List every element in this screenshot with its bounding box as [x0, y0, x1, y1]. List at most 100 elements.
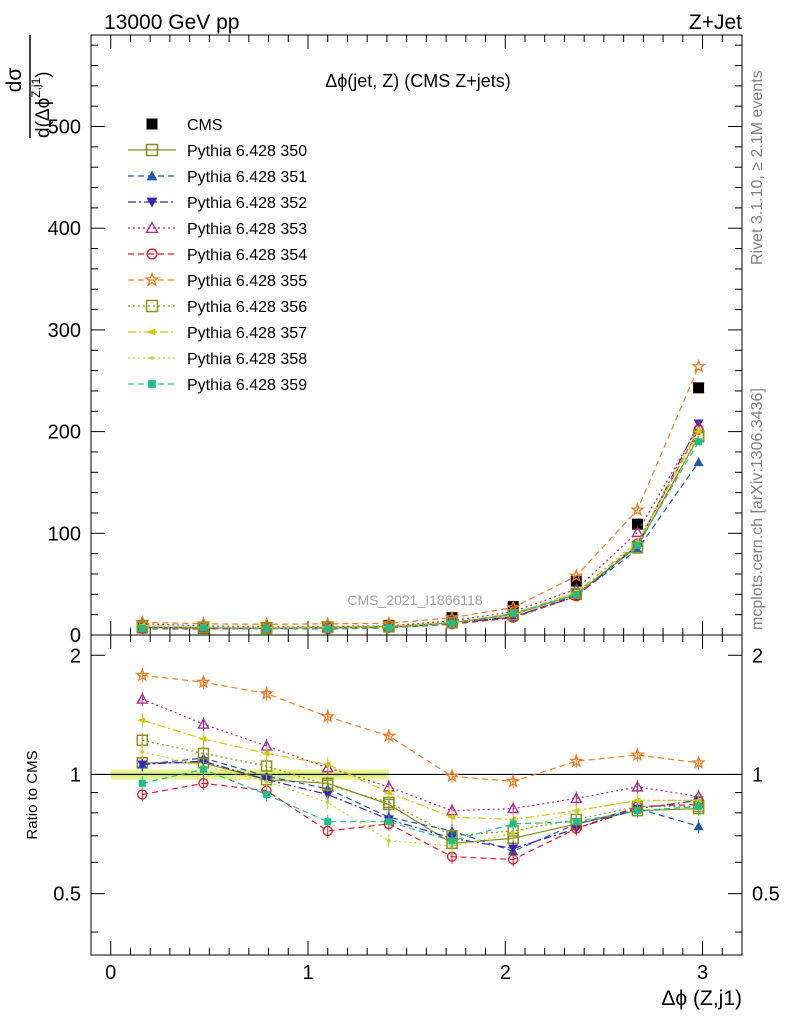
- legend-label: Pythia 6.428 350: [187, 143, 307, 160]
- legend-entry: Pythia 6.428 354: [128, 247, 307, 264]
- ratio-data-point: [197, 717, 210, 729]
- main-y-tick-label: 100: [48, 523, 81, 545]
- legend-marker: [145, 221, 159, 234]
- ylabel-superscript: Z,j1: [29, 77, 43, 97]
- ratio-series-line: [142, 739, 699, 837]
- main-data-point: [693, 419, 704, 429]
- x-tick-label: 3: [697, 962, 708, 984]
- ratio-plot: Ratio to CMS Δϕ (Z,j1) 0.5 0.5 1 1 2 2 0 1 2 3: [24, 634, 780, 1010]
- ratio-data-point: [320, 708, 336, 723]
- ratio-y-tick-label-right: 0.5: [752, 884, 780, 906]
- main-y-tick-label: 0: [70, 625, 81, 647]
- legend-marker: [145, 299, 159, 313]
- main-series-10: [138, 438, 703, 633]
- ratio-data-point: [136, 692, 149, 704]
- main-y-tick-label: 200: [48, 422, 81, 444]
- ratio-data-point: [385, 818, 393, 826]
- main-data-point: [631, 525, 644, 537]
- ratio-data-point: [134, 667, 150, 682]
- ratio-data-point: [324, 818, 332, 826]
- ratio-data-point: [631, 780, 644, 792]
- main-data-point: [448, 619, 456, 627]
- ratio-series-line: [142, 782, 699, 861]
- ratio-data-point: [137, 760, 148, 770]
- ratio-data-point: [196, 674, 211, 689]
- side-mcplots: mcplots.cern.ch [arXiv:1306.3436]: [749, 388, 766, 630]
- header-right: Z+Jet: [689, 11, 742, 34]
- legend-marker: [146, 248, 158, 260]
- main-series-line: [142, 426, 700, 628]
- ratio-data-point: [260, 760, 273, 772]
- legend-marker: [144, 271, 160, 287]
- ratio-data-point: [140, 750, 145, 754]
- ylabel-denominator: d(ΔϕZ,j1): [29, 71, 54, 138]
- main-series-line: [142, 441, 700, 630]
- main-data-point: [509, 610, 517, 618]
- side-rivet: Rivet 3.1.10, ≥ 2.1M events: [749, 70, 766, 265]
- legend-label: Pythia 6.428 359: [187, 377, 307, 394]
- ratio-data-point: [633, 807, 641, 815]
- ratio-series-line: [142, 757, 699, 852]
- ratio-series-line: [142, 719, 699, 821]
- ratio-data-point: [263, 790, 271, 798]
- ratio-series-line: [142, 751, 699, 847]
- legend-label: Pythia 6.428 358: [187, 351, 307, 368]
- ratio-data-point: [508, 854, 519, 865]
- ratio-data-point: [630, 747, 645, 762]
- legend-marker: [150, 356, 154, 360]
- main-data-point: [263, 625, 271, 633]
- x-tick-label: 2: [500, 962, 511, 984]
- ratio-data-point: [693, 821, 704, 831]
- ratio-data-point: [511, 831, 515, 836]
- ratio-data-point: [321, 779, 334, 791]
- main-data-point: [570, 575, 582, 587]
- ratio-data-point: [505, 773, 521, 788]
- x-axis-label: Δϕ (Z,j1): [661, 987, 742, 1010]
- legend-entry: Pythia 6.428 351: [128, 169, 307, 186]
- ratio-data-point: [197, 747, 210, 760]
- main-data-point: [138, 624, 146, 632]
- main-data-point: [385, 624, 393, 632]
- ratio-data-point: [322, 790, 333, 800]
- ratio-data-point: [381, 728, 397, 743]
- ratio-data-point: [137, 717, 146, 724]
- ratio-data-point: [691, 755, 706, 770]
- main-data-point: [199, 624, 207, 632]
- ratio-series-4: [137, 776, 704, 867]
- main-data-point: [569, 568, 584, 583]
- main-data-point: [693, 424, 704, 435]
- watermark: CMS_2021_I1866118: [347, 592, 482, 608]
- ratio-series-line: [142, 674, 699, 783]
- ratio-data-point: [635, 798, 640, 803]
- legend-entry: Pythia 6.428 352: [128, 195, 307, 212]
- main-y-tick-label: 500: [48, 117, 81, 139]
- ratio-data-point: [325, 800, 330, 805]
- ratio-series-3: [136, 692, 705, 818]
- main-data-point: [633, 542, 641, 550]
- main-y-tick-label: 300: [48, 320, 81, 342]
- main-data-point: [631, 518, 643, 530]
- legend: CMS Pythia 6.428 350 Pythia 6.428 351 Pythi…: [128, 117, 307, 394]
- ratio-data-point: [198, 778, 209, 789]
- ratio-frame: [90, 634, 743, 956]
- ratio-data-point: [448, 837, 456, 845]
- main-axes: 0 100 200 300 400 500: [48, 35, 743, 647]
- main-data-point: [572, 590, 580, 598]
- ratio-data-point: [572, 818, 580, 826]
- ratio-data-point: [574, 808, 579, 813]
- legend-marker: [148, 380, 156, 388]
- main-series-6: [135, 358, 706, 631]
- ratio-data-point: [570, 792, 583, 804]
- main-plot: Δϕ(jet, Z) (CMS Z+jets) CMS_2021_I186611…: [3, 34, 743, 647]
- legend-label: Pythia 6.428 353: [187, 221, 307, 238]
- legend-label: Pythia 6.428 357: [187, 325, 307, 342]
- ratio-ylabel: Ratio to CMS: [24, 750, 41, 839]
- main-series-line: [142, 435, 700, 629]
- main-data-point: [693, 457, 704, 467]
- main-data-point: [630, 502, 645, 517]
- main-data-point: [693, 428, 702, 435]
- ratio-data-point: [508, 844, 519, 854]
- main-data-point: [695, 438, 703, 446]
- ratio-data-point: [264, 779, 269, 784]
